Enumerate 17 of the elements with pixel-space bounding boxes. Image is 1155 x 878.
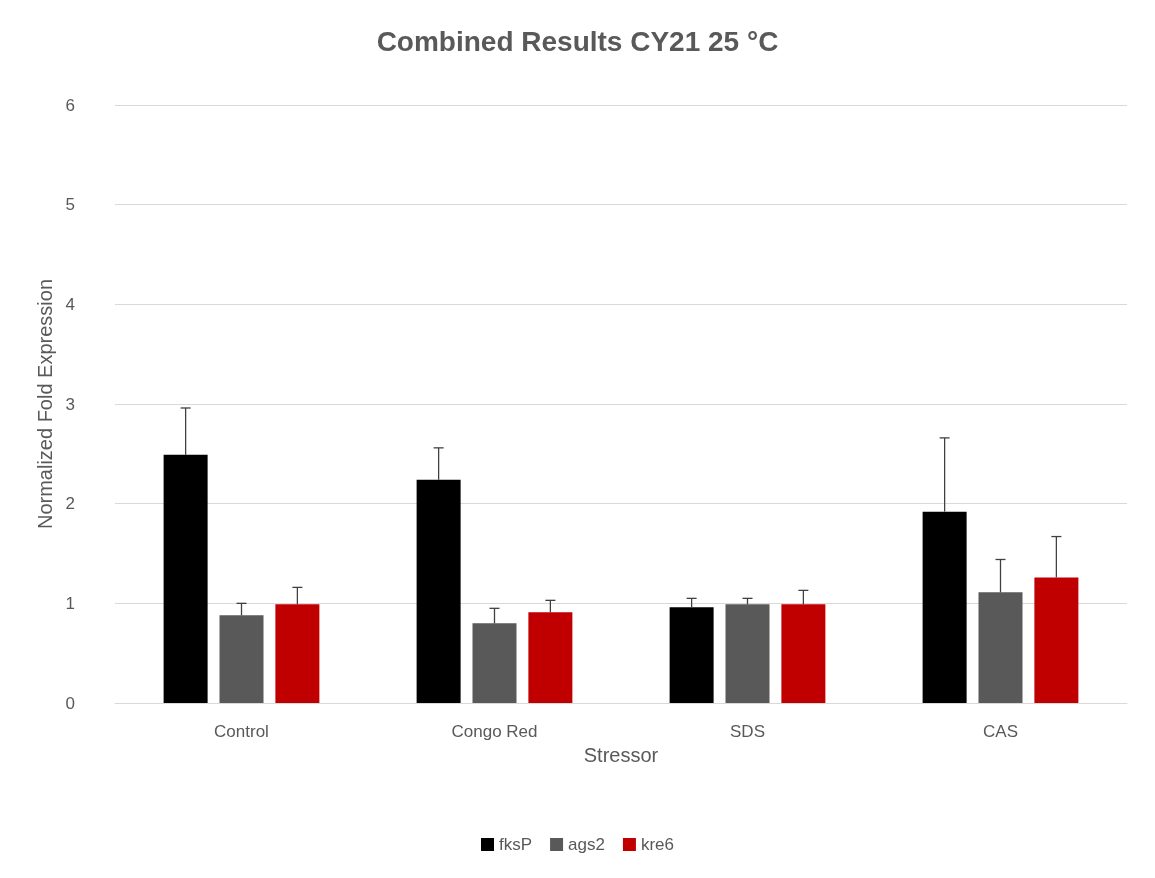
y-axis-title: Normalized Fold Expression [33, 278, 56, 530]
x-tick-label: CAS [983, 722, 1018, 741]
y-tick-label: 3 [65, 394, 75, 414]
x-tick-label: Congo Red [451, 722, 538, 741]
y-tick-label: 6 [65, 95, 75, 115]
y-tick-label: 2 [65, 494, 75, 514]
legend-label: fksP [499, 835, 533, 854]
x-tick-label: Control [214, 722, 269, 741]
chart-title: Combined Results CY21 25 °C [376, 25, 779, 57]
y-tick-label: 4 [65, 294, 75, 314]
legend-label: ags2 [568, 835, 605, 854]
x-tick-label: SDS [730, 722, 765, 741]
legend-label: kre6 [640, 835, 675, 854]
x-axis-title: Stressor [583, 744, 659, 766]
y-tick-label: 0 [65, 693, 75, 713]
y-tick-label: 5 [65, 195, 75, 215]
y-tick-label: 1 [65, 593, 75, 613]
